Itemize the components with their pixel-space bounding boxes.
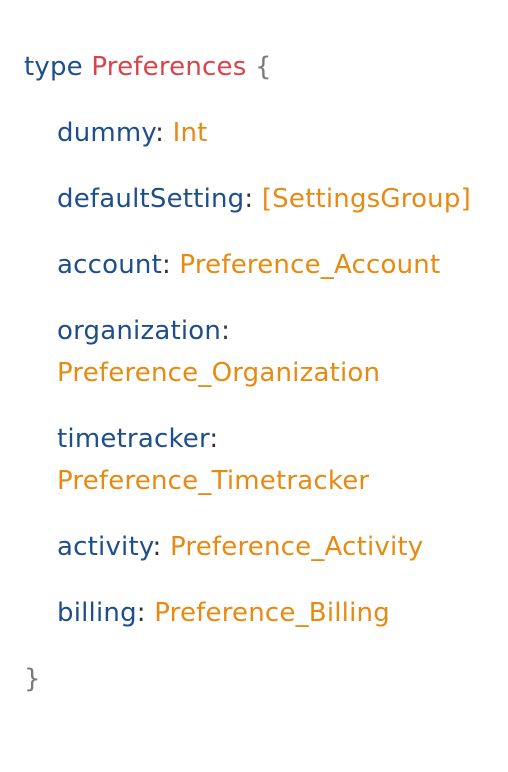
code-block: type Preferences { dummy: Int defaultSet… — [24, 46, 494, 700]
field-type: [SettingsGroup] — [261, 184, 471, 214]
field-name: dummy — [57, 118, 156, 148]
field-type: Preference_Timetracker — [57, 466, 370, 496]
field-colon: : — [209, 424, 219, 454]
field-colon: : — [161, 250, 171, 280]
field-name: activity — [57, 532, 153, 562]
close-brace: } — [24, 664, 41, 694]
type-keyword: type — [24, 52, 83, 82]
open-brace: { — [254, 52, 272, 82]
field-colon: : — [136, 598, 146, 628]
field-colon: : — [155, 118, 165, 148]
type-declaration-line: type Preferences { — [24, 46, 494, 88]
field-line-timetracker: timetracker: Preference_Timetracker — [24, 418, 494, 502]
field-colon: : — [152, 532, 162, 562]
field-name: account — [57, 250, 162, 280]
field-line-activity: activity: Preference_Activity — [24, 526, 494, 568]
field-type: Preference_Activity — [169, 532, 424, 562]
field-line-defaultsetting: defaultSetting: [SettingsGroup] — [24, 178, 494, 220]
field-line-organization: organization: Preference_Organization — [24, 310, 494, 394]
field-colon: : — [244, 184, 254, 214]
field-colon: : — [221, 316, 231, 346]
field-line-account: account: Preference_Account — [24, 244, 494, 286]
type-name: Preferences — [91, 52, 247, 82]
field-line-billing: billing: Preference_Billing — [24, 592, 494, 634]
field-type: Preference_Organization — [57, 358, 381, 388]
field-type: Preference_Account — [179, 250, 441, 280]
field-name: organization — [57, 316, 222, 346]
field-type: Preference_Billing — [154, 598, 390, 628]
field-name: timetracker — [57, 424, 210, 454]
field-line-dummy: dummy: Int — [24, 112, 494, 154]
field-type: Int — [172, 118, 208, 148]
field-name: defaultSetting — [57, 184, 245, 214]
close-brace-line: } — [24, 658, 494, 700]
field-name: billing — [57, 598, 137, 628]
